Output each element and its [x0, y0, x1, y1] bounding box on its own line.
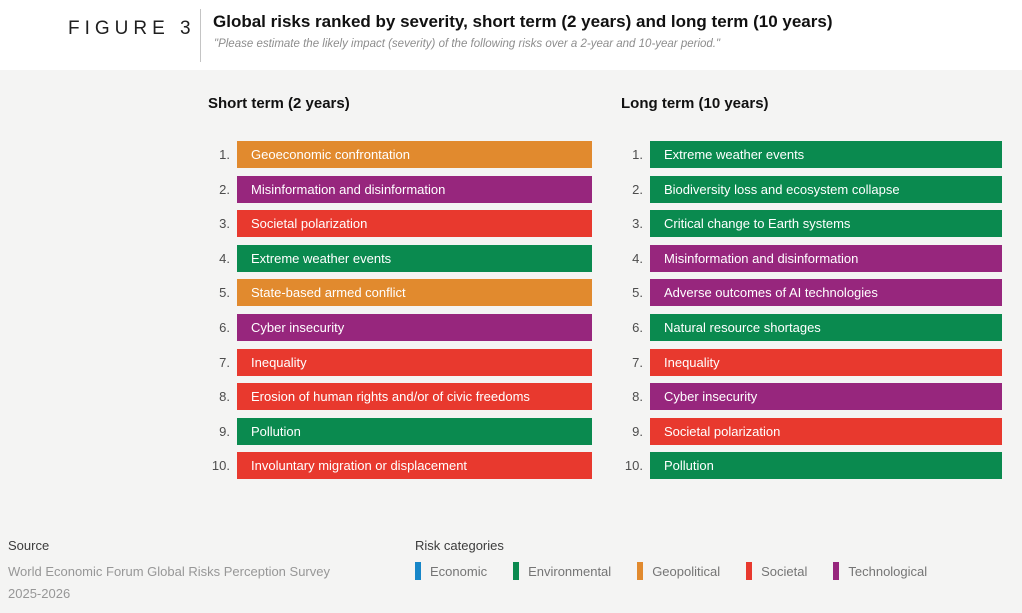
short-term-column-title: Short term (2 years): [208, 95, 350, 112]
risk-rank: 3.: [632, 216, 643, 232]
risk-row: 3. Critical change to Earth systems: [613, 210, 1002, 238]
legend-label: Geopolitical: [652, 563, 721, 579]
risk-row: 8. Cyber insecurity: [613, 383, 1002, 411]
risk-bar: Societal polarization: [650, 417, 1002, 445]
risk-bar: Geoeconomic confrontation: [237, 141, 592, 168]
risk-bar: Biodiversity loss and ecosystem collapse: [650, 175, 1002, 203]
risk-row: 10. Pollution: [613, 452, 1002, 480]
risk-rank: 2.: [632, 181, 643, 197]
risk-bar: Erosion of human rights and/or of civic …: [237, 383, 592, 411]
risk-row: 10. Involuntary migration or displacement: [200, 452, 592, 480]
risk-row: 6. Natural resource shortages: [613, 313, 1002, 341]
source-label: Source: [8, 538, 50, 553]
legend-label: Economic: [430, 563, 488, 579]
risk-bar: Extreme weather events: [237, 244, 592, 272]
risk-rank: 4.: [632, 250, 643, 266]
risk-row: 9. Pollution: [200, 417, 592, 445]
figure-subtitle: "Please estimate the likely impact (seve…: [214, 38, 721, 50]
legend-item: Technological: [833, 562, 927, 580]
risk-bar: Pollution: [650, 452, 1002, 480]
risk-rank: 9.: [632, 423, 643, 439]
legend-item: Environmental: [513, 562, 611, 580]
risk-row: 7. Inequality: [613, 348, 1002, 376]
legend-item: Economic: [415, 562, 487, 580]
risk-rank: 4.: [219, 250, 230, 266]
risk-rank: 8.: [219, 389, 230, 405]
legend-label: Technological: [848, 563, 928, 579]
figure-number-label: FIGURE 3: [68, 18, 196, 39]
legend-label: Societal: [761, 563, 808, 579]
long-term-column-title: Long term (10 years): [621, 95, 769, 112]
figure-title: Global risks ranked by severity, short t…: [213, 12, 833, 31]
risk-bar: Inequality: [650, 348, 1002, 376]
risk-rank: 3.: [219, 216, 230, 232]
risk-rank: 1.: [632, 147, 643, 162]
risk-row: 1. Geoeconomic confrontation: [200, 141, 592, 168]
risk-rank: 6.: [632, 319, 643, 335]
source-block: Source World Economic Forum Global Risks…: [8, 538, 330, 605]
risk-row: 6. Cyber insecurity: [200, 313, 592, 341]
risk-bar: State-based armed conflict: [237, 279, 592, 307]
risk-rank: 6.: [219, 319, 230, 335]
source-line-1: World Economic Forum Global Risks Percep…: [8, 564, 330, 579]
risk-row: 2. Misinformation and disinformation: [200, 175, 592, 203]
short-term-column: Short term (2 years) 1. Geoeconomic confr…: [200, 95, 592, 487]
legend-items: Economic Environmental Geopolitical Societa…: [415, 562, 927, 580]
risk-rank: 1.: [219, 147, 230, 162]
risk-bar: Misinformation and disinformation: [650, 244, 1002, 272]
legend-swatch-icon: [415, 562, 421, 580]
risk-rank: 5.: [219, 285, 230, 301]
legend-item: Geopolitical: [637, 562, 720, 580]
risk-rank: 5.: [632, 285, 643, 301]
risk-rank: 10.: [624, 458, 643, 474]
risk-row: 4. Extreme weather events: [200, 244, 592, 272]
risk-rank: 7.: [632, 354, 643, 370]
legend-swatch-icon: [513, 562, 520, 580]
risk-row: 2. Biodiversity loss and ecosystem collap…: [613, 175, 1002, 203]
risk-bar: Critical change to Earth systems: [650, 210, 1002, 238]
risk-rank: 8.: [632, 389, 643, 405]
legend-title: Risk categories: [415, 538, 504, 553]
risk-rank: 10.: [211, 458, 230, 474]
risk-bar: Pollution: [237, 417, 592, 445]
risk-row: 1. Extreme weather events: [613, 141, 1002, 168]
legend-swatch-icon: [833, 562, 840, 580]
risk-row: 5. State-based armed conflict: [200, 279, 592, 307]
header-divider: [200, 9, 201, 62]
source-line-2: 2025-2026: [8, 586, 71, 601]
legend-swatch-icon: [746, 562, 753, 580]
risk-bar: Inequality: [237, 348, 592, 376]
risk-row: 5. Adverse outcomes of AI technologies: [613, 279, 1002, 307]
risk-bar: Extreme weather events: [650, 141, 1002, 168]
risk-row: 7. Inequality: [200, 348, 592, 376]
risk-row: 3. Societal polarization: [200, 210, 592, 238]
risk-bar: Societal polarization: [237, 210, 592, 238]
legend-item: Societal: [746, 562, 807, 580]
risk-bar: Cyber insecurity: [237, 313, 592, 341]
risk-rank: 9.: [219, 423, 230, 439]
legend-swatch-icon: [637, 562, 644, 580]
figure-header: FIGURE 3 Global risks ranked by severity…: [0, 0, 1022, 70]
risk-bar: Natural resource shortages: [650, 313, 1002, 341]
risk-row: 8. Erosion of human rights and/or of civi…: [200, 383, 592, 411]
long-term-column: Long term (10 years) 1. Extreme weather e…: [613, 95, 1002, 487]
risk-rank: 2.: [219, 181, 230, 197]
risk-categories-legend: Risk categories Economic Environmental Geo…: [415, 538, 927, 580]
risk-bar: Involuntary migration or displacement: [237, 452, 592, 480]
risk-bar: Cyber insecurity: [650, 383, 1002, 411]
short-term-rows: 1. Geoeconomic confrontation 2. Misinformat…: [200, 141, 592, 480]
risk-bar: Adverse outcomes of AI technologies: [650, 279, 1002, 307]
risk-rank: 7.: [219, 354, 230, 370]
legend-label: Environmental: [528, 563, 612, 579]
risk-bar: Misinformation and disinformation: [237, 175, 592, 203]
risk-row: 4. Misinformation and disinformation: [613, 244, 1002, 272]
long-term-rows: 1. Extreme weather events 2. Biodiversity l…: [613, 141, 1002, 480]
risk-row: 9. Societal polarization: [613, 417, 1002, 445]
